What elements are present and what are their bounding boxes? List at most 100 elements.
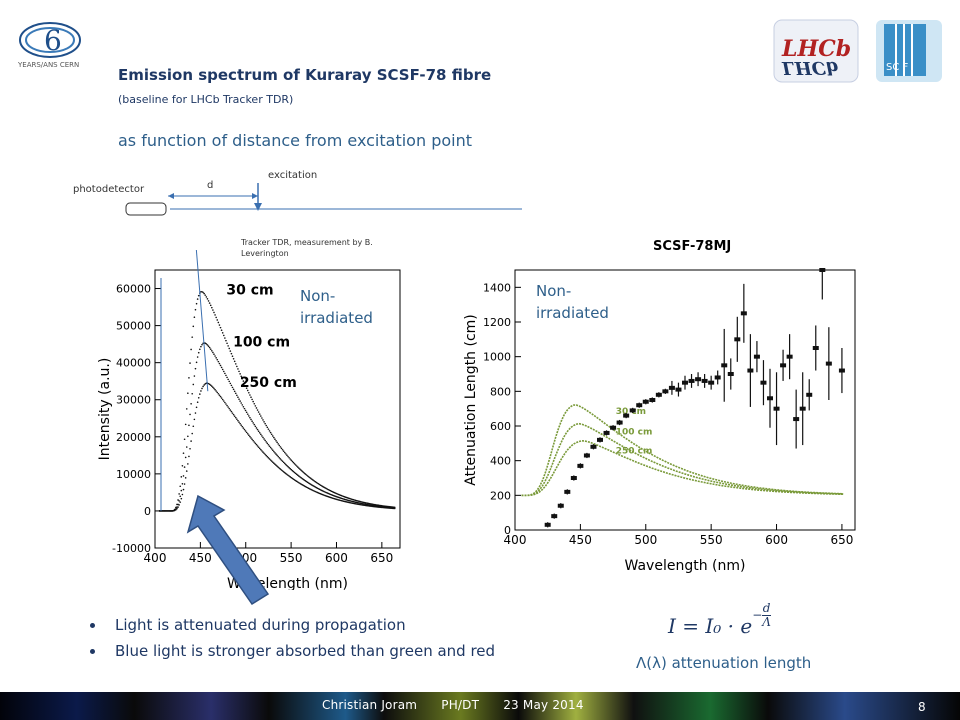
spectrum-point — [196, 356, 199, 358]
spectrum-point — [300, 469, 302, 472]
spectrum-point — [243, 428, 246, 431]
spectrum-point — [255, 443, 258, 446]
spectrum-point — [190, 348, 192, 351]
data-marker — [701, 378, 708, 383]
data-marker — [838, 368, 845, 373]
spectrum-point — [262, 436, 264, 439]
spectrum-point — [178, 500, 180, 502]
spectrum-point — [274, 452, 276, 454]
spectrum-point — [207, 300, 210, 302]
spectrum-point — [232, 357, 235, 360]
spectrum-point — [288, 456, 290, 459]
spectrum-point — [234, 392, 237, 395]
spectrum-point — [268, 430, 271, 432]
data-point — [597, 437, 603, 443]
data-marker — [760, 380, 767, 385]
spectrum-point — [242, 380, 245, 382]
data-point — [708, 375, 715, 390]
non-irradiated-label-right: Non- irradiated — [536, 282, 609, 322]
spectrum-point — [274, 463, 276, 466]
spectrum-point — [282, 450, 285, 452]
x-tick-label: 450 — [189, 551, 212, 565]
data-marker — [623, 413, 630, 418]
spectrum-point — [220, 366, 223, 369]
data-point — [701, 374, 708, 388]
data-point — [636, 402, 643, 408]
spectrum-point — [214, 388, 216, 391]
spectrum-point — [253, 423, 256, 426]
photodetector-shape — [125, 202, 167, 216]
y-tick-label: 0 — [144, 505, 151, 518]
y-tick-label: 30000 — [116, 394, 151, 407]
spectrum-point — [188, 455, 190, 458]
data-point — [557, 503, 564, 509]
spectrum-point — [239, 422, 241, 425]
spectrum-point — [271, 449, 274, 452]
spectrum-point — [201, 343, 203, 346]
spectrum-point — [197, 294, 200, 297]
spectrum-point — [224, 401, 226, 404]
data-point — [714, 370, 721, 385]
spectrum-point — [190, 440, 192, 442]
spectrum-point — [184, 477, 187, 479]
data-marker — [597, 437, 603, 442]
data-point — [544, 522, 551, 528]
spectrum-point — [291, 460, 294, 463]
spectrum-point — [297, 466, 299, 468]
data-point — [668, 380, 675, 395]
spectrum-point — [289, 467, 292, 470]
spectrum-point — [179, 501, 182, 503]
spectrum-point — [295, 473, 298, 476]
spectrum-point — [255, 407, 258, 409]
spectrum-point — [293, 471, 296, 474]
spectrum-point — [245, 387, 248, 389]
spectrum-point — [280, 447, 283, 450]
spectrum-point — [253, 441, 256, 443]
spectrum-point — [248, 391, 250, 394]
spectrum-point — [306, 475, 309, 477]
spectrum-point — [221, 332, 224, 334]
data-point — [753, 341, 760, 373]
spectrum-point — [285, 453, 287, 455]
x-axis-label: Wavelength (nm) — [625, 558, 746, 574]
spectrum-point — [218, 324, 221, 326]
spectrum-point — [260, 415, 262, 417]
spectrum-point — [233, 360, 236, 363]
spectrum-point — [242, 405, 245, 408]
spectrum-point — [179, 485, 182, 488]
plot-frame — [154, 269, 401, 549]
data-marker — [662, 389, 669, 394]
data-marker — [544, 522, 551, 527]
spectrum-point — [238, 421, 240, 423]
data-marker — [688, 378, 695, 383]
spectrum-point — [286, 464, 288, 467]
spectrum-point — [268, 458, 271, 460]
data-point — [734, 316, 741, 362]
spectrum-point — [302, 471, 305, 473]
spectrum-point — [205, 343, 208, 345]
spectrum-point — [393, 507, 396, 510]
y-tick-label: 600 — [490, 420, 511, 433]
data-point — [629, 407, 636, 413]
bullet-item: Blue light is stronger absorbed than gre… — [90, 638, 495, 664]
spectrum-point — [194, 308, 197, 311]
spectrum-point — [189, 362, 191, 364]
data-marker — [806, 392, 813, 397]
spectrum-point — [197, 351, 200, 354]
data-point — [838, 348, 845, 394]
blue-arrow-icon — [180, 490, 290, 610]
spectrum-point — [266, 426, 269, 429]
spectrum-point — [262, 419, 264, 421]
spectrum-point — [196, 401, 199, 404]
spectrum-point — [240, 375, 243, 378]
spectrum-point — [251, 398, 253, 401]
spectrum-point — [227, 378, 229, 381]
spectrum-point — [232, 413, 235, 416]
spectrum-point — [280, 459, 283, 461]
spectrum-point — [295, 465, 298, 467]
cern-60-years-logo: 6 YEARS/ANS CERN — [14, 20, 86, 70]
spectrum-point — [217, 392, 220, 395]
spectrum-point — [256, 428, 259, 431]
data-marker — [695, 377, 702, 382]
spectrum-point — [309, 476, 311, 479]
